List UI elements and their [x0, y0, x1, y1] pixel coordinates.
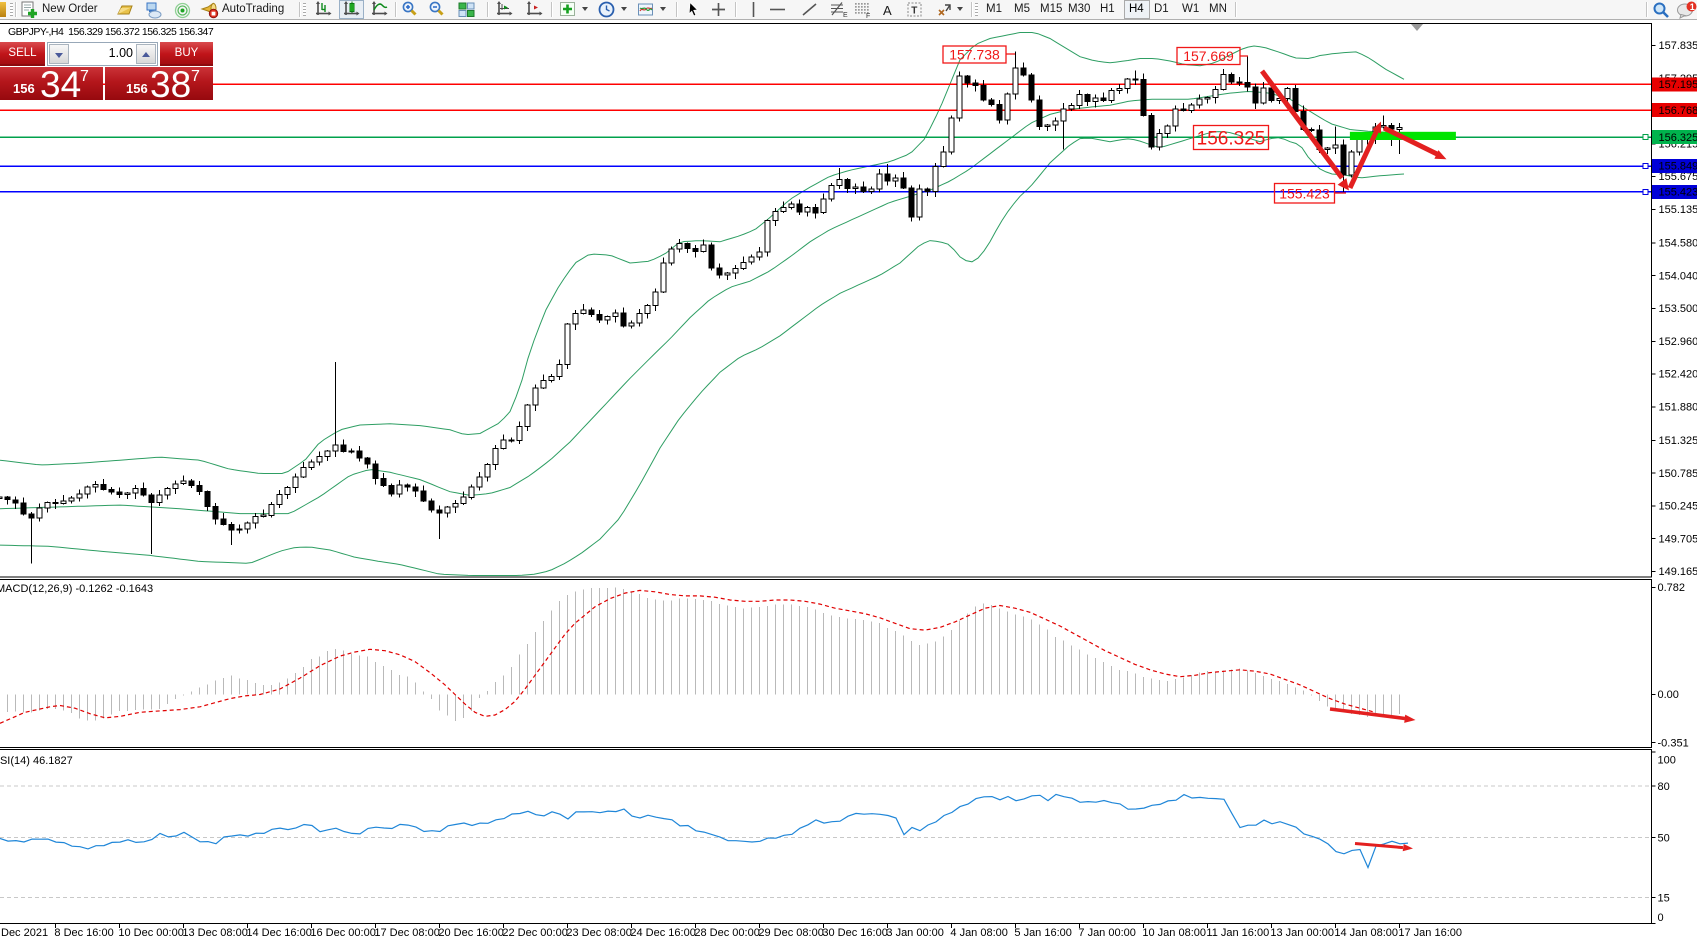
svg-text:T: T [911, 6, 917, 17]
svg-text:4 Jan 08:00: 4 Jan 08:00 [950, 927, 1008, 939]
svg-text:155.675: 155.675 [1659, 171, 1697, 183]
svg-text:22 Dec 00:00: 22 Dec 00:00 [502, 927, 567, 939]
svg-text:150.245: 150.245 [1659, 501, 1697, 513]
svg-text:8 Dec 16:00: 8 Dec 16:00 [54, 927, 113, 939]
svg-text:155.135: 155.135 [1659, 204, 1697, 216]
svg-text:80: 80 [1658, 781, 1670, 793]
svg-text:149.165: 149.165 [1659, 566, 1697, 578]
svg-text:149.705: 149.705 [1659, 533, 1697, 545]
svg-text:10 Dec 00:00: 10 Dec 00:00 [118, 927, 183, 939]
svg-text:10 Jan 08:00: 10 Jan 08:00 [1142, 927, 1206, 939]
svg-text:28 Dec 00:00: 28 Dec 00:00 [694, 927, 759, 939]
svg-text:E: E [843, 12, 848, 19]
svg-text:17 Dec 08:00: 17 Dec 08:00 [374, 927, 439, 939]
svg-text:11 Jan 16:00: 11 Jan 16:00 [1206, 927, 1269, 939]
svg-text:155.423: 155.423 [1659, 187, 1697, 199]
svg-text:29 Dec 08:00: 29 Dec 08:00 [758, 927, 823, 939]
svg-text:50: 50 [1658, 832, 1670, 844]
svg-text:F: F [866, 13, 870, 20]
svg-text:GBPJPY-,H4 156.329 156.372 15: GBPJPY-,H4 156.329 156.372 156.325 156.3… [8, 26, 214, 38]
svg-text:156.768: 156.768 [1659, 105, 1697, 117]
svg-text:152.960: 152.960 [1659, 336, 1697, 348]
svg-text:13 Dec 08:00: 13 Dec 08:00 [182, 927, 247, 939]
svg-text:156.325: 156.325 [1659, 132, 1697, 144]
svg-text:157.835: 157.835 [1659, 40, 1697, 52]
svg-text:15: 15 [1658, 892, 1670, 904]
svg-text:16 Dec 00:00: 16 Dec 00:00 [310, 927, 375, 939]
svg-text:157.195: 157.195 [1659, 79, 1697, 91]
svg-text:0: 0 [1658, 912, 1664, 924]
svg-text:1: 1 [1690, 2, 1695, 12]
svg-text:0.00: 0.00 [1658, 689, 1679, 701]
svg-text:14 Jan 08:00: 14 Jan 08:00 [1334, 927, 1398, 939]
svg-text:23 Dec 08:00: 23 Dec 08:00 [566, 927, 631, 939]
svg-text:153.500: 153.500 [1659, 303, 1697, 315]
svg-text:154.580: 154.580 [1659, 238, 1697, 250]
svg-text:154.040: 154.040 [1659, 270, 1697, 282]
svg-text:MACD(12,26,9) -0.1262 -0.1643: MACD(12,26,9) -0.1262 -0.1643 [0, 583, 153, 595]
svg-text:156.325: 156.325 [1197, 129, 1266, 150]
svg-text:150.785: 150.785 [1659, 468, 1697, 480]
svg-text:100: 100 [1658, 755, 1676, 767]
svg-text:151.325: 151.325 [1659, 435, 1697, 447]
svg-text:155.849: 155.849 [1659, 161, 1697, 173]
svg-text:20 Dec 16:00: 20 Dec 16:00 [438, 927, 503, 939]
svg-text:24 Dec 16:00: 24 Dec 16:00 [630, 927, 695, 939]
svg-text:RSI(14) 46.1827: RSI(14) 46.1827 [0, 755, 73, 767]
svg-text:157.738: 157.738 [949, 47, 1000, 63]
svg-text:7 Jan 00:00: 7 Jan 00:00 [1078, 927, 1136, 939]
svg-text:0.782: 0.782 [1658, 582, 1686, 594]
svg-text:30 Dec 16:00: 30 Dec 16:00 [822, 927, 887, 939]
svg-text:17 Jan 16:00: 17 Jan 16:00 [1398, 927, 1462, 939]
svg-text:Dec 2021: Dec 2021 [1, 927, 48, 939]
svg-text:157.669: 157.669 [1183, 48, 1234, 64]
svg-text:14 Dec 16:00: 14 Dec 16:00 [246, 927, 311, 939]
svg-text:151.880: 151.880 [1659, 402, 1697, 414]
svg-text:3 Jan 00:00: 3 Jan 00:00 [886, 927, 944, 939]
svg-text:5 Jan 16:00: 5 Jan 16:00 [1014, 927, 1072, 939]
svg-text:13 Jan 00:00: 13 Jan 00:00 [1270, 927, 1334, 939]
svg-text:155.423: 155.423 [1279, 186, 1330, 202]
svg-text:152.420: 152.420 [1659, 369, 1697, 381]
svg-text:-0.351: -0.351 [1658, 737, 1689, 749]
